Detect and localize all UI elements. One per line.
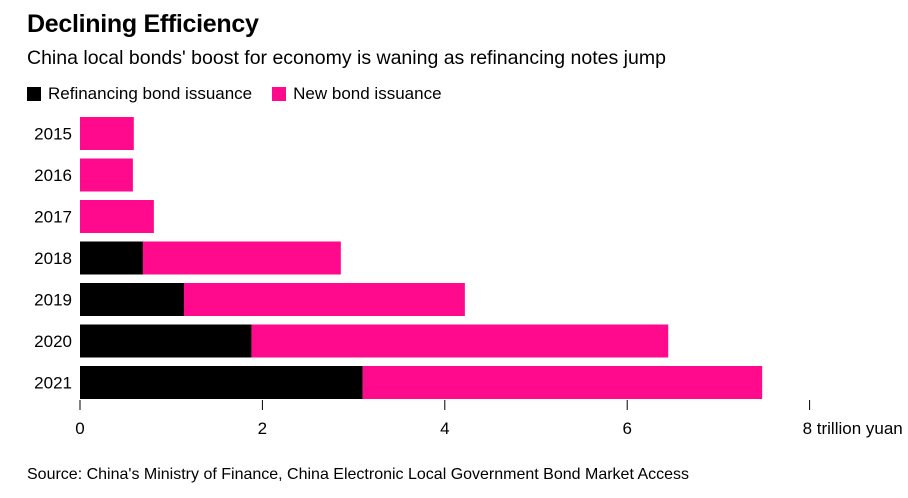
x-axis-ticks: 0 2 4 6 8 trillion yuan <box>75 400 903 438</box>
bar-new-2018 <box>142 241 341 275</box>
category-label-2016: 2016 <box>34 166 72 185</box>
legend: Refinancing bond issuance New bond issua… <box>27 84 462 104</box>
bar-new-2020 <box>251 324 669 358</box>
bar-new-2016 <box>80 158 133 192</box>
legend-label-refinancing: Refinancing bond issuance <box>48 84 253 103</box>
bars-group <box>80 117 763 399</box>
legend-swatch-refinancing <box>27 87 41 101</box>
x-tick-label-6: 6 <box>622 419 631 438</box>
bar-new-2021 <box>362 366 763 399</box>
x-tick-label-2: 2 <box>258 419 267 438</box>
x-tick-label-4: 4 <box>440 419 449 438</box>
bar-refinancing-2019 <box>80 283 184 316</box>
source-note: Source: China's Ministry of Finance, Chi… <box>27 466 690 483</box>
category-label-2015: 2015 <box>34 125 72 144</box>
chart-subtitle: China local bonds' boost for economy is … <box>27 47 666 69</box>
legend-swatch-new <box>272 87 287 101</box>
bar-refinancing-2020 <box>80 324 252 358</box>
legend-item-new: New bond issuance <box>272 84 442 104</box>
bar-new-2017 <box>80 200 154 233</box>
bar-new-2019 <box>183 283 465 316</box>
category-label-2018: 2018 <box>34 249 72 268</box>
category-label-2017: 2017 <box>34 208 72 227</box>
legend-item-refinancing: Refinancing bond issuance <box>27 84 252 104</box>
category-label-2020: 2020 <box>34 332 72 351</box>
chart-title: Declining Efficiency <box>27 10 259 38</box>
x-tick-label-0: 0 <box>75 419 84 438</box>
bar-refinancing-2018 <box>80 241 143 275</box>
category-labels: 2015 2016 2017 2018 2019 2020 2021 <box>34 125 72 393</box>
bar-new-2015 <box>80 117 134 150</box>
category-label-2021: 2021 <box>34 374 72 393</box>
category-label-2019: 2019 <box>34 291 72 310</box>
bar-refinancing-2021 <box>80 366 363 399</box>
legend-label-new: New bond issuance <box>293 84 442 103</box>
x-tick-label-8: 8 trillion yuan <box>803 419 903 438</box>
